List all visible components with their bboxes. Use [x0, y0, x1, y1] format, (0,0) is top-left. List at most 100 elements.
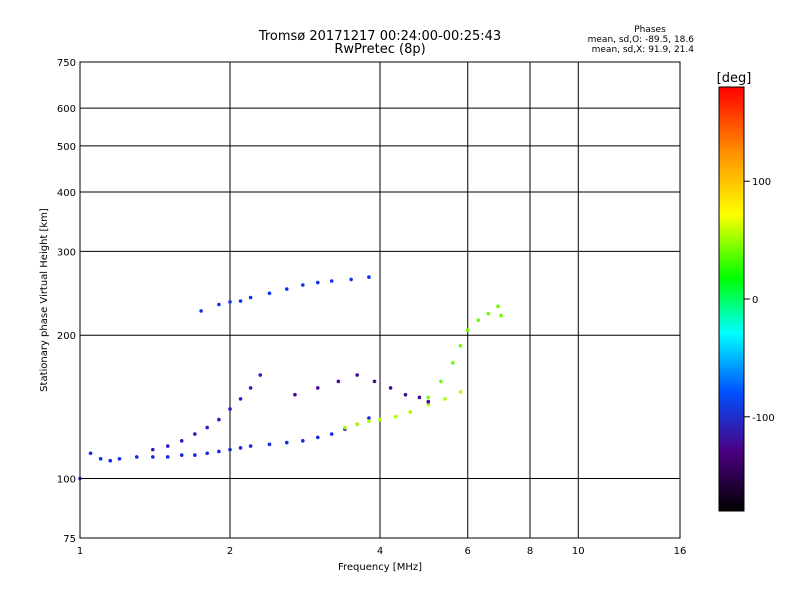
colorbar-ticks: 100 0 -100	[744, 177, 775, 424]
data-point	[426, 402, 431, 407]
data-point	[238, 446, 243, 450]
data-point	[393, 414, 398, 419]
data-point	[267, 442, 272, 447]
phases-x-stats: mean, sd,X: 91.9, 21.4	[592, 45, 695, 55]
y-tick-label: 200	[57, 331, 76, 342]
data-points	[78, 275, 503, 481]
data-point	[336, 379, 341, 384]
data-point	[367, 275, 371, 279]
data-point	[108, 458, 113, 463]
data-point	[315, 280, 320, 285]
data-point	[205, 451, 209, 456]
data-point	[458, 390, 463, 394]
colorbar-tick-label: 0	[752, 295, 758, 306]
x-axis-label: Frequency [MHz]	[338, 562, 422, 573]
data-point	[355, 373, 359, 377]
x-tick-label: 1	[77, 546, 83, 557]
data-point	[443, 397, 447, 401]
chart-title: Tromsø 20171217 00:24:00-00:25:43	[258, 29, 501, 44]
data-point	[496, 304, 500, 309]
y-axis: 75 100 200 300 400 500 600 750	[57, 58, 76, 545]
data-point	[199, 309, 203, 313]
data-point	[499, 313, 503, 318]
data-point	[329, 279, 334, 283]
x-tick-label: 2	[227, 546, 233, 557]
data-point	[476, 318, 481, 323]
data-point	[408, 410, 413, 414]
grid	[80, 62, 680, 538]
data-point	[367, 419, 371, 423]
y-tick-label: 300	[57, 247, 76, 258]
data-point	[372, 379, 377, 384]
data-point	[205, 425, 209, 430]
x-tick-label: 4	[377, 546, 383, 557]
data-point	[217, 417, 221, 422]
phases-title: Phases	[634, 25, 666, 35]
data-point	[238, 397, 243, 401]
plot-frame	[79, 61, 681, 539]
data-point	[315, 435, 320, 440]
data-point	[349, 277, 353, 282]
data-point	[329, 432, 334, 436]
chart-subtitle: RwPretec (8p)	[334, 42, 425, 57]
data-point	[388, 386, 393, 390]
data-point	[458, 344, 463, 348]
x-tick-label: 16	[674, 546, 687, 557]
data-point	[98, 457, 103, 461]
x-tick-label: 10	[572, 546, 585, 557]
data-point	[88, 451, 93, 456]
data-point	[284, 287, 289, 291]
data-point	[451, 361, 455, 365]
data-point	[439, 379, 443, 384]
data-point	[151, 447, 155, 452]
data-point	[378, 417, 382, 422]
data-point	[367, 416, 371, 420]
data-point	[193, 453, 197, 457]
data-point	[228, 447, 232, 452]
colorbar-tick-label: -100	[752, 413, 775, 424]
colorbar-label: [deg]	[717, 71, 752, 86]
data-point	[343, 425, 347, 430]
data-point	[355, 422, 359, 427]
data-point	[301, 283, 305, 287]
colorbar-tick-label: 100	[752, 177, 771, 188]
data-point	[179, 453, 184, 457]
data-point	[258, 373, 263, 377]
data-point	[165, 444, 170, 448]
y-tick-label: 100	[57, 475, 76, 486]
data-point	[151, 455, 155, 459]
data-point	[315, 386, 320, 390]
data-point	[426, 395, 431, 400]
x-tick-label: 6	[465, 546, 471, 557]
data-point	[293, 392, 297, 397]
data-point	[248, 295, 253, 300]
data-point	[301, 439, 305, 443]
y-tick-label: 750	[57, 58, 76, 69]
data-point	[117, 457, 122, 461]
y-tick-label: 600	[57, 104, 76, 115]
data-point	[228, 300, 232, 304]
data-point	[134, 455, 139, 459]
y-tick-label: 400	[57, 188, 76, 199]
x-tick-label: 8	[527, 546, 533, 557]
data-point	[238, 299, 243, 303]
data-point	[284, 440, 289, 445]
data-point	[228, 407, 232, 411]
colorbar	[718, 86, 745, 512]
data-point	[403, 392, 408, 397]
data-point	[165, 455, 170, 459]
data-point	[417, 395, 422, 400]
data-point	[217, 302, 221, 307]
data-point	[193, 432, 197, 436]
y-tick-label: 75	[63, 534, 76, 545]
data-point	[248, 386, 253, 390]
data-point	[465, 328, 470, 332]
phases-o-stats: mean, sd,O: -89.5, 18.6	[588, 35, 695, 45]
x-axis: 1 2 4 6 8 10 16	[77, 546, 687, 557]
data-point	[267, 291, 272, 296]
data-point	[217, 449, 221, 454]
data-point	[426, 399, 431, 404]
y-axis-label: Stationary phase Virtual Height [km]	[39, 208, 50, 392]
data-point	[248, 444, 253, 448]
